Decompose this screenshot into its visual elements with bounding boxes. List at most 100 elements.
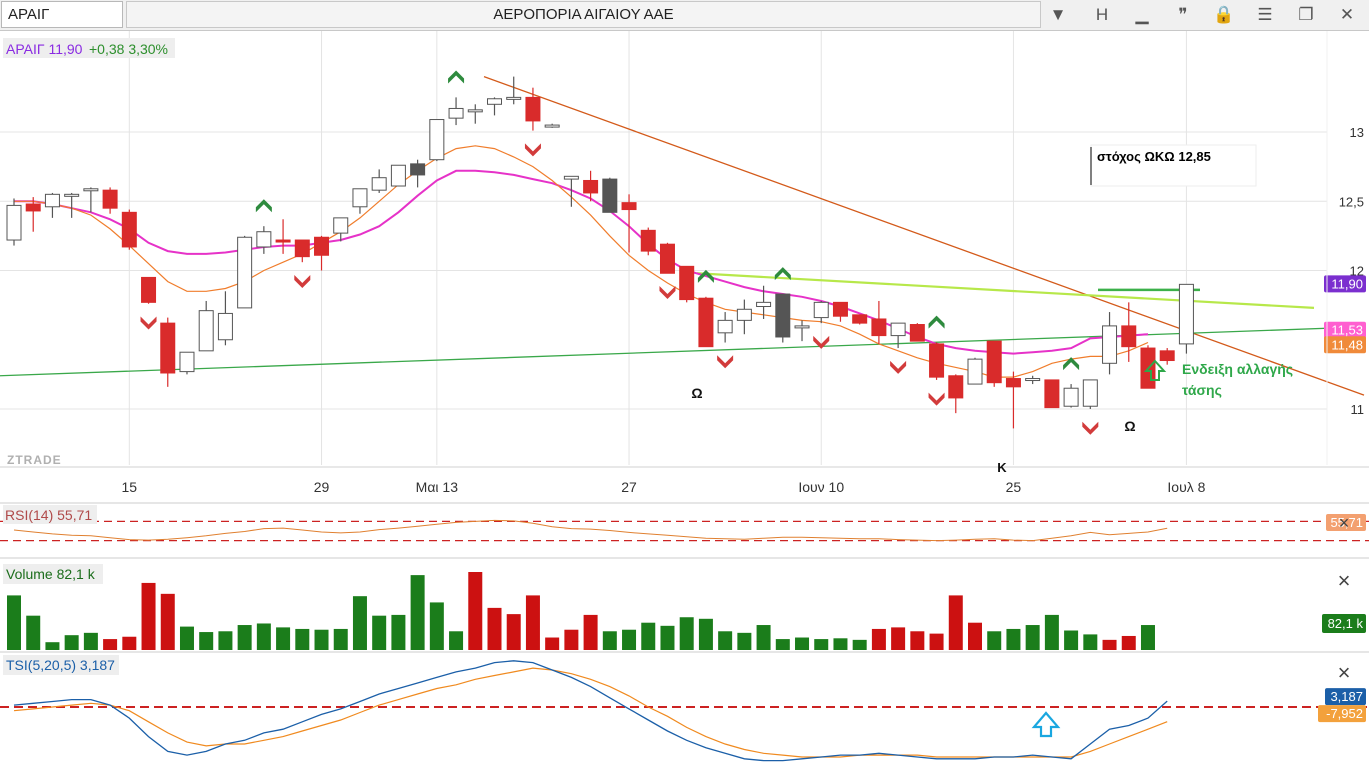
candle (102, 187, 118, 214)
volume-bar (410, 575, 425, 650)
kappa-label: Κ (997, 460, 1007, 475)
candle-body (237, 236, 253, 309)
volume-bar (602, 631, 617, 650)
volume-bar (276, 627, 291, 650)
window-restore-icon: ❐ (1298, 5, 1314, 24)
x-tick-label: Μαι 13 (416, 479, 459, 495)
volume-bar (1044, 614, 1059, 650)
h-button[interactable]: H (1087, 2, 1117, 27)
lock-button[interactable]: 🔒 (1209, 2, 1239, 27)
volume-bar (218, 631, 233, 650)
window-minimize-icon: ▁ (1135, 5, 1149, 24)
x-tick-label: 25 (1006, 479, 1022, 495)
candle-body (1178, 283, 1194, 345)
volume-bar (64, 635, 79, 650)
candle-body (890, 322, 906, 337)
down-arrow-marker (717, 355, 734, 369)
candle (275, 219, 291, 254)
volume-bar (564, 629, 579, 650)
dropdown-button[interactable]: ▼ (1043, 2, 1073, 27)
candle-body (410, 163, 426, 176)
candle (1025, 375, 1041, 385)
minimize-panel-button[interactable]: ▁ (1127, 2, 1157, 27)
candle-body (736, 308, 752, 321)
legend-symbol-price: ΑΡΑΙΓ 11,90 (6, 41, 83, 57)
candle-body (467, 109, 483, 113)
up-chevron-icon (774, 267, 791, 281)
candle (1005, 371, 1021, 429)
candle (602, 177, 618, 213)
candle-body (6, 204, 22, 241)
target-note-box (1090, 144, 1257, 187)
candle (25, 197, 41, 232)
y-tick-label: 13 (1350, 125, 1364, 140)
tsi-signal-line (13, 667, 1168, 758)
candle (967, 357, 983, 385)
omega-label: Ω (1124, 418, 1135, 434)
candle-body (948, 375, 964, 399)
volume-bar (1121, 635, 1136, 650)
candle-body (64, 193, 80, 197)
candle-body (909, 324, 925, 342)
lock-icon: 🔒 (1213, 5, 1235, 24)
candle (352, 188, 368, 214)
x-tick-label: Ιουν 10 (798, 479, 844, 495)
volume-bar (622, 629, 637, 650)
candle-body (275, 239, 291, 243)
volume-legend-bg (3, 564, 103, 584)
chevron-down-icon: ▼ (1049, 5, 1067, 24)
candle (659, 242, 675, 274)
close-button[interactable]: ✕ (1332, 2, 1362, 27)
omega-label: Ω (691, 385, 702, 401)
up-arrow-marker (697, 269, 714, 283)
ma-fast-line (14, 145, 1149, 378)
volume-bar (679, 617, 694, 650)
tsi-legend-bg (3, 655, 119, 675)
volume-bar (948, 595, 963, 650)
candle (1178, 283, 1194, 354)
candle-body (832, 301, 848, 317)
ma-slow-line (14, 169, 1149, 355)
price-label-text: 11,48 (1331, 337, 1363, 352)
quote-button[interactable]: ❞ (1168, 2, 1198, 27)
rsi-value-text: 55,71 (1330, 515, 1363, 530)
candle-body (217, 312, 233, 341)
h-letter-icon: H (1095, 5, 1109, 24)
company-name: ΑΕΡΟΠΟΡΙΑ ΑΙΓΑΙΟΥ ΑΑΕ (126, 1, 1041, 28)
candle (294, 239, 310, 263)
legend-change: +0,38 3,30% (89, 41, 168, 57)
candle (948, 374, 964, 414)
candle (1082, 379, 1098, 409)
down-chevron-icon (294, 274, 311, 288)
candle (448, 97, 464, 126)
candle-body (333, 217, 349, 234)
reversal-note-line1: Ενδειξη αλλαγής (1182, 361, 1293, 377)
candle (525, 87, 541, 131)
candle (1063, 384, 1079, 408)
down-arrow-marker (813, 335, 830, 349)
chart-area[interactable]: 13 12,5 12 11 15 29 Μαι 13 27 Ιουν 10 25 Ιουλ 8 ZTR… (0, 31, 1369, 763)
price-label-box (1324, 336, 1366, 354)
candle (621, 194, 637, 253)
restore-button[interactable]: ❐ (1291, 2, 1321, 27)
candle-body (871, 318, 887, 337)
volume-pane: Volume 82,1 k 82,1 k × (0, 557, 1369, 650)
volume-bar (295, 628, 310, 650)
volume-bar (1102, 639, 1117, 650)
up-arrow-marker (928, 315, 945, 329)
candle-body (390, 164, 406, 187)
rsi-close-icon: × (1339, 513, 1350, 533)
candle-body (525, 96, 541, 122)
candle (429, 119, 445, 162)
up-arrow-marker (255, 199, 272, 213)
candle (237, 235, 253, 309)
volume-bar (1083, 634, 1098, 650)
volume-bar (833, 638, 848, 650)
candle-body (1102, 325, 1118, 364)
volume-bar (929, 633, 944, 650)
hamburger-icon: ☰ (1257, 5, 1273, 24)
close-icon: ✕ (1339, 5, 1355, 24)
volume-bar (641, 622, 656, 650)
symbol-input[interactable]: ΑΡΑΙΓ (1, 1, 123, 28)
menu-button[interactable]: ☰ (1250, 2, 1280, 27)
